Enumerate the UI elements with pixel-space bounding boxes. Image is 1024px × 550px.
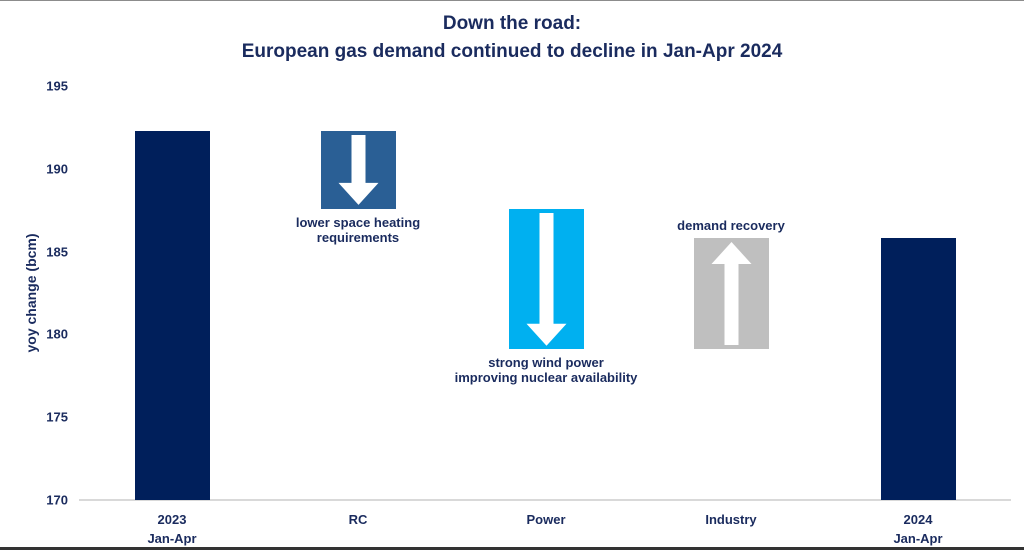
bar-power <box>508 208 584 350</box>
y-tick-label: 190 <box>46 161 68 177</box>
x-tick-label: RC <box>288 510 428 529</box>
y-tick-label: 195 <box>46 78 68 94</box>
arrow-up-icon <box>711 242 751 346</box>
x-axis-line <box>79 499 1011 501</box>
annotation-line: demand recovery <box>677 218 785 234</box>
bar-2023-jan-apr <box>134 130 210 500</box>
annotation-power: strong wind power improving nuclear avail… <box>455 355 638 385</box>
x-tick-label-line: Power <box>526 512 566 527</box>
x-tick-label-line: Jan-Apr <box>893 531 943 546</box>
chart-title: Down the road: <box>442 13 582 34</box>
annotation-line: requirements <box>316 229 400 245</box>
bar-rc <box>320 130 396 209</box>
x-tick-label-line: 2024 <box>903 512 933 527</box>
annotation-line: lower space heating <box>295 214 421 230</box>
chart-subtitle: European gas demand continued to decline… <box>241 41 783 62</box>
x-tick-label-line: RC <box>348 512 368 527</box>
y-tick-label: 170 <box>46 492 68 508</box>
top-border <box>0 0 1024 1</box>
x-tick-label: 2024 Jan-Apr <box>848 510 988 548</box>
x-tick-label: Power <box>476 510 616 529</box>
x-tick-label: 2023 Jan-Apr <box>102 510 242 548</box>
arrow-down-icon <box>338 134 378 205</box>
y-tick-label: 180 <box>46 326 68 342</box>
x-tick-label-line: Industry <box>705 512 757 527</box>
y-tick-label: 175 <box>46 409 68 425</box>
annotation-industry: demand recovery <box>677 218 785 233</box>
x-tick-label-line: Jan-Apr <box>147 531 197 546</box>
bar-industry <box>693 238 769 350</box>
annotation-line: improving nuclear availability <box>454 370 638 386</box>
x-tick-label: Industry <box>661 510 801 529</box>
annotation-line: strong wind power <box>488 355 604 371</box>
y-tick-label: 185 <box>46 244 68 260</box>
bottom-border <box>0 547 1024 550</box>
annotation-rc: lower space heating requirements <box>296 215 420 245</box>
arrow-down-icon <box>526 212 566 346</box>
bar-2024-jan-apr <box>880 238 956 500</box>
x-tick-label-line: 2023 <box>157 512 187 527</box>
